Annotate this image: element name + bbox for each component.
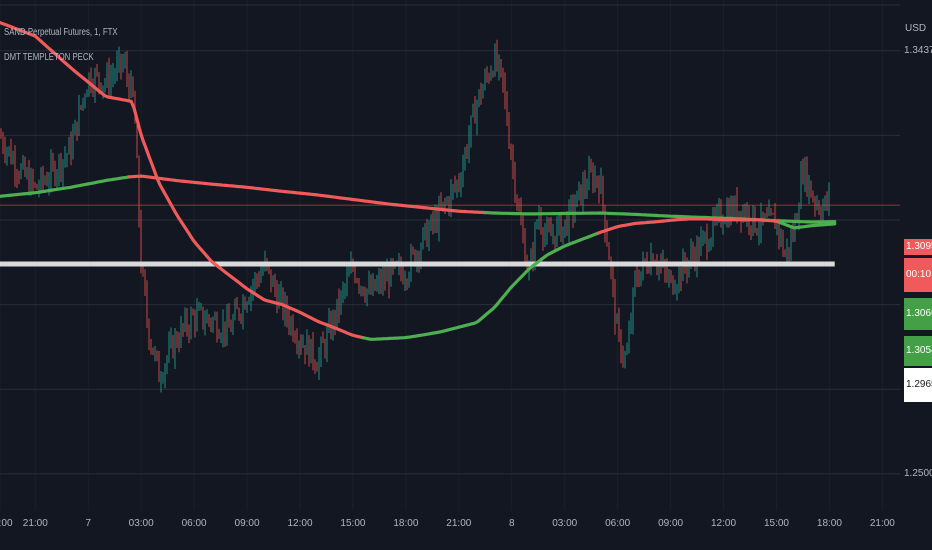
x-tick-label: 03:00 — [128, 518, 154, 529]
symbol-title[interactable]: SAND Perpetual Futures, 1, FTX — [4, 27, 118, 38]
x-tick-label: 03:00 — [552, 518, 578, 529]
fast_ma-segment-4 — [778, 220, 837, 230]
x-tick-label: 21:00 — [22, 518, 48, 529]
x-tick-label: 8 — [508, 518, 515, 529]
fast_ma-segment-3 — [596, 217, 782, 235]
green-price-tag-1: 1.30660 — [904, 298, 932, 330]
fast_ma-segment-0 — [0, 21, 136, 110]
x-tick-label: 21:00 — [446, 518, 472, 529]
x-tick-label: 18:00 — [393, 518, 419, 529]
y-tick-label: 1.34375 — [904, 44, 932, 56]
x-tick-label: 19:00 — [0, 518, 13, 529]
x-tick-label: 06:00 — [181, 518, 207, 529]
x-tick-label: 06:00 — [605, 518, 631, 529]
x-tick-label: 18:00 — [816, 518, 842, 529]
indicator-title[interactable]: DMT TEMPLETON PECK — [4, 52, 94, 63]
x-tick-label: 12:00 — [287, 518, 313, 529]
moving-averages — [0, 21, 837, 341]
x-tick-label: 21:00 — [869, 518, 895, 529]
horizontal-lines — [0, 204, 900, 267]
white-price-tag: 1.29650 — [904, 368, 932, 402]
x-tick-label: 7 — [85, 518, 92, 529]
x-tick-label: 12:00 — [711, 518, 737, 529]
green-price-tag-2: 1.30540 — [904, 336, 932, 366]
fast_ma-segment-2 — [361, 231, 600, 341]
chart-grid — [0, 4, 900, 475]
slow_ma-segment-1 — [127, 174, 487, 215]
x-tick-label: 09:00 — [658, 518, 684, 529]
currency-label: USD — [905, 23, 927, 34]
slow_ma-segment-0 — [0, 175, 131, 198]
countdown-tag: 00:10 — [904, 258, 932, 292]
last-price-tag: 1.30955 — [904, 239, 932, 255]
x-tick-label: 09:00 — [234, 518, 260, 529]
candles — [0, 39, 830, 393]
fast_ma-segment-1 — [132, 106, 366, 340]
x-tick-label: 15:00 — [763, 518, 789, 529]
x-tick-label: 15:00 — [340, 518, 366, 529]
